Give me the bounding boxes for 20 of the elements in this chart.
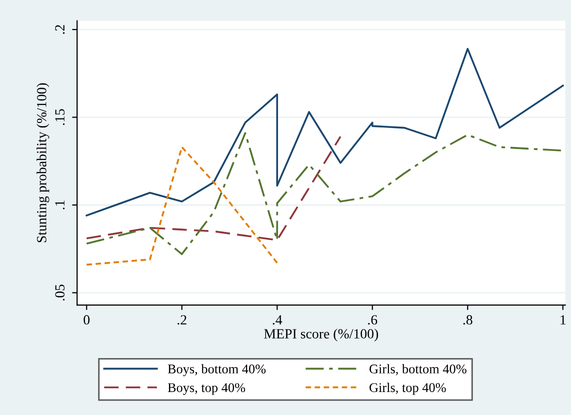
line-series bbox=[86, 136, 342, 242]
x-tick-label: .2 bbox=[178, 315, 186, 325]
x-tick-label: 1 bbox=[560, 315, 566, 324]
legend-label: Girls, bottom 40% bbox=[370, 364, 466, 376]
legend-label: Boys, bottom 40% bbox=[168, 364, 266, 376]
x-tick-label: .8 bbox=[463, 315, 472, 325]
y-tick-label: .15 bbox=[55, 109, 65, 126]
line-series bbox=[86, 48, 564, 216]
line-series bbox=[86, 132, 564, 256]
x-axis-title: MEPI score (%/100) bbox=[264, 328, 378, 342]
y-tick-label: .05 bbox=[55, 284, 65, 301]
line-series bbox=[86, 146, 278, 266]
x-tick-label: .6 bbox=[368, 315, 378, 325]
y-tick-label: .2 bbox=[55, 25, 65, 34]
x-tick-label: .4 bbox=[272, 315, 282, 325]
x-tick-label: 0 bbox=[84, 315, 90, 325]
legend-label: Boys, top 40% bbox=[168, 383, 246, 395]
y-tick-label: .1 bbox=[55, 200, 65, 210]
legend-label: Girls, top 40% bbox=[370, 382, 446, 395]
y-axis-title: Stunting probability (%/100) bbox=[36, 83, 50, 242]
